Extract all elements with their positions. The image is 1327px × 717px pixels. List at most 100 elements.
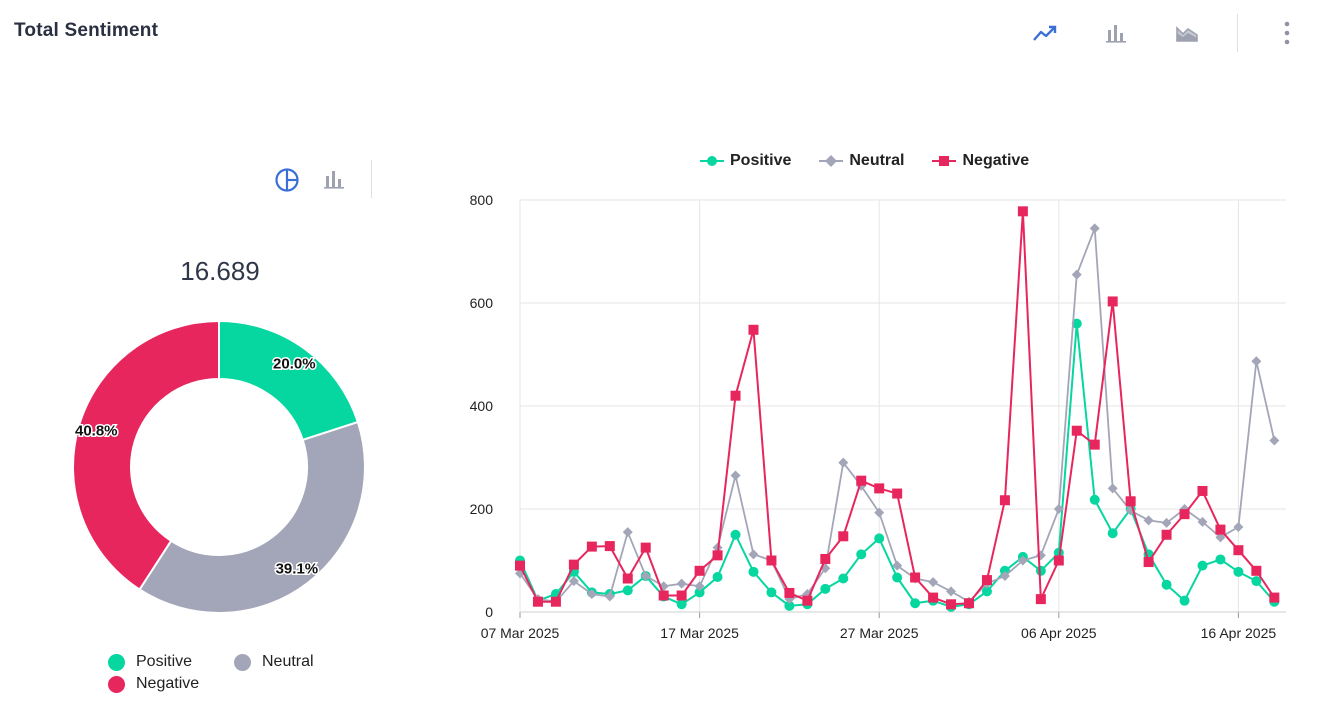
point-positive[interactable] <box>892 572 903 583</box>
point-negative[interactable] <box>1035 594 1046 605</box>
point-negative[interactable] <box>874 483 885 494</box>
point-positive[interactable] <box>1215 554 1226 565</box>
pie-chart-icon[interactable] <box>273 166 301 192</box>
point-positive[interactable] <box>766 587 777 598</box>
point-neutral[interactable] <box>1161 517 1172 528</box>
point-negative[interactable] <box>658 590 669 601</box>
point-negative[interactable] <box>1053 555 1064 566</box>
point-positive[interactable] <box>1197 560 1208 571</box>
point-negative[interactable] <box>928 592 939 603</box>
point-neutral[interactable] <box>568 576 579 587</box>
point-negative[interactable] <box>676 590 687 601</box>
point-positive[interactable] <box>712 571 723 582</box>
point-neutral[interactable] <box>730 470 741 481</box>
point-negative[interactable] <box>910 572 921 583</box>
point-positive[interactable] <box>910 598 921 609</box>
point-neutral[interactable] <box>1197 516 1208 527</box>
point-negative[interactable] <box>1125 496 1136 507</box>
point-neutral[interactable] <box>676 578 687 589</box>
legend-item-neutral[interactable]: Neutral <box>819 152 904 170</box>
point-neutral[interactable] <box>694 581 705 592</box>
legend-item-negative[interactable]: Negative <box>108 675 199 693</box>
point-negative[interactable] <box>515 560 525 571</box>
more-vertical-icon[interactable] <box>1273 20 1301 46</box>
point-negative[interactable] <box>1017 206 1028 217</box>
point-negative[interactable] <box>1071 425 1082 436</box>
point-positive[interactable] <box>1035 565 1046 576</box>
point-negative[interactable] <box>784 587 795 598</box>
point-negative[interactable] <box>1179 509 1190 520</box>
point-negative[interactable] <box>1107 296 1118 307</box>
point-negative[interactable] <box>532 596 543 607</box>
point-negative[interactable] <box>640 542 651 553</box>
point-negative[interactable] <box>999 495 1010 506</box>
point-negative[interactable] <box>1161 529 1172 540</box>
point-negative[interactable] <box>1233 545 1244 556</box>
bar-chart-icon[interactable] <box>1102 20 1130 46</box>
point-neutral[interactable] <box>1053 504 1064 514</box>
legend-item-positive[interactable]: Positive <box>108 653 192 671</box>
point-neutral[interactable] <box>999 570 1010 581</box>
point-positive[interactable] <box>622 585 633 596</box>
point-neutral[interactable] <box>622 527 633 538</box>
point-neutral[interactable] <box>1269 435 1280 446</box>
point-positive[interactable] <box>730 529 741 540</box>
point-neutral[interactable] <box>874 507 885 518</box>
point-negative[interactable] <box>1215 524 1226 535</box>
point-negative[interactable] <box>586 541 597 552</box>
donut-slice-neutral[interactable] <box>138 420 366 614</box>
point-neutral[interactable] <box>1215 532 1226 543</box>
point-negative[interactable] <box>1197 485 1208 496</box>
point-positive[interactable] <box>820 583 831 594</box>
point-positive[interactable] <box>856 549 867 560</box>
point-negative[interactable] <box>1251 565 1262 576</box>
point-positive[interactable] <box>694 587 705 598</box>
point-negative[interactable] <box>1269 592 1280 603</box>
point-negative[interactable] <box>981 575 992 586</box>
donut-slice-positive[interactable] <box>218 319 360 442</box>
point-positive[interactable] <box>1053 547 1064 558</box>
point-neutral[interactable] <box>1035 550 1046 561</box>
point-positive[interactable] <box>874 533 885 544</box>
point-positive[interactable] <box>981 586 992 597</box>
legend-item-positive[interactable]: Positive <box>700 152 791 170</box>
point-neutral[interactable] <box>640 570 651 581</box>
point-neutral[interactable] <box>1017 555 1028 566</box>
point-neutral[interactable] <box>820 563 831 574</box>
point-negative[interactable] <box>892 488 903 499</box>
point-negative[interactable] <box>1089 439 1100 450</box>
bar-chart-icon[interactable] <box>320 166 348 192</box>
point-positive[interactable] <box>784 600 795 611</box>
point-positive[interactable] <box>1233 566 1244 577</box>
point-negative[interactable] <box>838 531 849 542</box>
point-neutral[interactable] <box>892 560 903 571</box>
area-chart-icon[interactable] <box>1173 20 1201 46</box>
point-neutral[interactable] <box>946 586 957 597</box>
point-negative[interactable] <box>1143 557 1154 568</box>
point-neutral[interactable] <box>928 577 939 588</box>
point-negative[interactable] <box>820 553 831 564</box>
point-negative[interactable] <box>748 324 759 335</box>
point-neutral[interactable] <box>1071 269 1082 280</box>
point-positive[interactable] <box>1107 528 1118 539</box>
point-negative[interactable] <box>964 598 975 609</box>
point-positive[interactable] <box>676 599 687 610</box>
point-negative[interactable] <box>802 595 813 606</box>
point-neutral[interactable] <box>1143 515 1154 526</box>
point-negative[interactable] <box>946 599 957 610</box>
point-negative[interactable] <box>766 555 777 566</box>
point-positive[interactable] <box>1071 318 1082 329</box>
donut-slice-negative[interactable] <box>72 319 220 591</box>
point-negative[interactable] <box>856 475 867 486</box>
point-negative[interactable] <box>550 596 561 607</box>
point-positive[interactable] <box>1179 595 1190 606</box>
trend-line-icon[interactable] <box>1031 20 1059 46</box>
point-positive[interactable] <box>748 566 759 577</box>
point-negative[interactable] <box>568 559 579 570</box>
point-positive[interactable] <box>1161 579 1172 590</box>
point-negative[interactable] <box>604 541 615 552</box>
point-positive[interactable] <box>838 573 849 584</box>
legend-item-neutral[interactable]: Neutral <box>234 653 314 671</box>
point-positive[interactable] <box>1251 576 1262 587</box>
point-neutral[interactable] <box>1251 356 1262 367</box>
